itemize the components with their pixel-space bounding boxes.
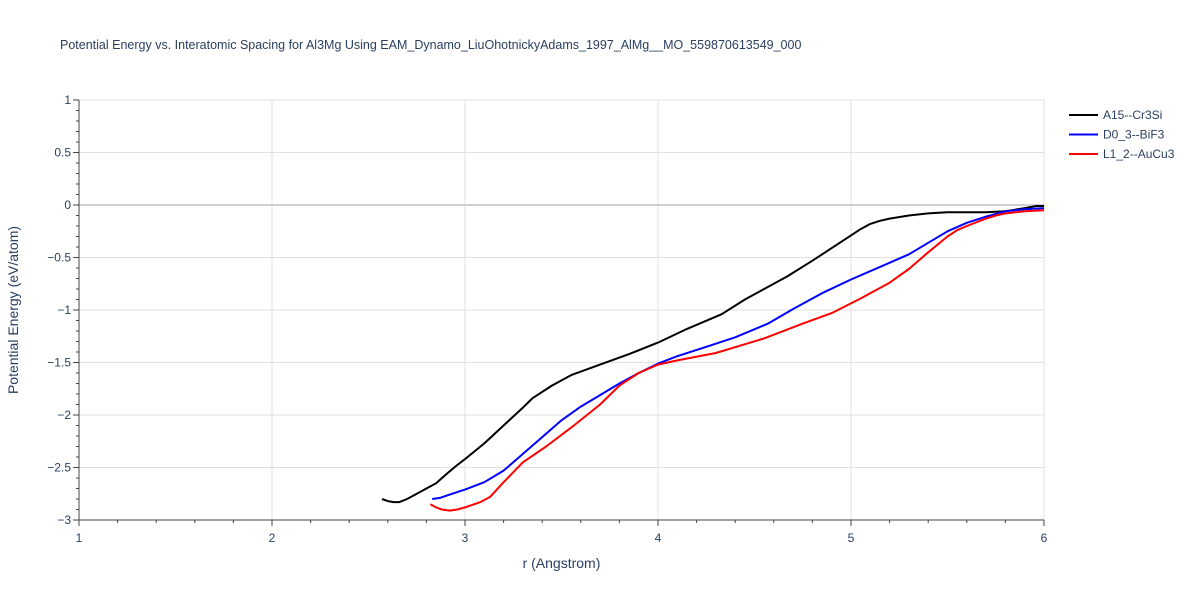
chart-title: Potential Energy vs. Interatomic Spacing…	[60, 38, 802, 52]
x-tick-label: 1	[76, 531, 83, 545]
x-tick-label: 2	[269, 531, 276, 545]
y-tick-label: 1	[64, 93, 71, 107]
legend-label-1: A15--Cr3Si	[1103, 108, 1162, 122]
y-tick-label: 0.5	[54, 146, 71, 160]
x-tick-label: 3	[462, 531, 469, 545]
y-axis-ticks: 1 0.5 0 −0.5 −1 −1.5 −2 −2.5 −3	[47, 93, 79, 527]
legend: A15--Cr3Si D0_3--BiF3 L1_2--AuCu3	[1069, 108, 1175, 161]
y-tick-label: −0.5	[47, 251, 71, 265]
data-series	[381, 205, 1045, 512]
x-tick-label: 5	[848, 531, 855, 545]
series-line-3	[429, 209, 1045, 512]
x-axis-title: r (Angstrom)	[523, 555, 601, 571]
y-tick-label: 0	[64, 198, 71, 212]
x-axis-ticks: 1 2 3 4 5 6	[76, 520, 1048, 545]
y-tick-label: −2	[57, 408, 71, 422]
legend-label-3: L1_2--AuCu3	[1103, 147, 1175, 161]
y-tick-label: −1.5	[47, 356, 71, 370]
x-tick-label: 6	[1041, 531, 1048, 545]
y-tick-label: −1	[57, 303, 71, 317]
y-tick-label: −3	[57, 513, 71, 527]
x-tick-label: 4	[655, 531, 662, 545]
series-line-1	[381, 205, 1044, 504]
y-axis-title: Potential Energy (eV/atom)	[5, 226, 21, 394]
series-line-2	[432, 207, 1045, 500]
grid-lines	[79, 99, 1045, 520]
y-tick-label: −2.5	[47, 461, 71, 475]
legend-label-2: D0_3--BiF3	[1103, 128, 1165, 142]
